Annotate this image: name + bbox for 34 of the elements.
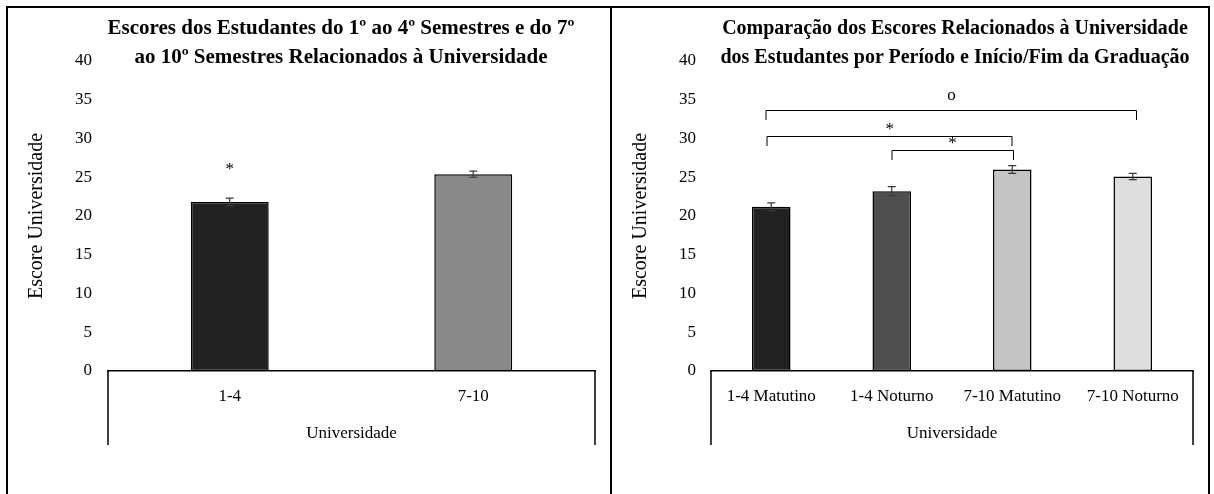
y-tick-label: 35 [75, 89, 92, 109]
y-tick-label: 5 [687, 321, 696, 341]
x-axis-title: Universidade [306, 423, 397, 443]
x-tick-label: 7-10 Matutino [963, 385, 1062, 405]
annotation: * [884, 118, 895, 138]
y-tick-label: 35 [679, 89, 696, 109]
x-tick-label: 1-4 Noturno [849, 385, 934, 405]
y-tick-label: 20 [75, 205, 92, 225]
y-tick-label: 0 [83, 360, 92, 380]
y-tick-label: 5 [83, 321, 92, 341]
y-tick-label: 10 [75, 282, 92, 302]
y-axis-title: Escore Universidade [24, 132, 47, 300]
y-tick-label: 15 [75, 244, 92, 264]
x-tick-label: 1-4 Matutino [726, 385, 816, 405]
x-tick-label: 7-10 Noturno [1086, 385, 1179, 405]
chart-title: Escores dos Estudantes do 1º ao 4º Semestres e do 7º ao 10º Semestres Relacionados à Universidade [106, 14, 576, 70]
x-tick-label: 1-4 [218, 385, 242, 405]
chart-title: Comparação dos Escores Relacionados à Universidade dos Estudantes por Período e Início/Fim da Graduação [719, 15, 1191, 70]
y-tick-label: 40 [679, 50, 696, 70]
annotation: * [224, 159, 235, 179]
annotation: o [946, 84, 957, 104]
y-tick-label: 10 [679, 282, 696, 302]
y-tick-label: 30 [75, 127, 92, 147]
y-tick-label: 25 [75, 166, 92, 186]
y-tick-label: 30 [679, 127, 696, 147]
x-axis-title: Universidade [906, 423, 998, 443]
y-tick-label: 0 [687, 360, 696, 380]
x-tick-label: 7-10 [457, 385, 489, 405]
y-tick-label: 40 [75, 50, 92, 70]
y-tick-label: 20 [679, 205, 696, 225]
y-axis-title: Escore Universidade [628, 132, 651, 300]
y-tick-label: 15 [679, 244, 696, 264]
annotation: * [947, 132, 958, 152]
y-tick-label: 25 [679, 166, 696, 186]
